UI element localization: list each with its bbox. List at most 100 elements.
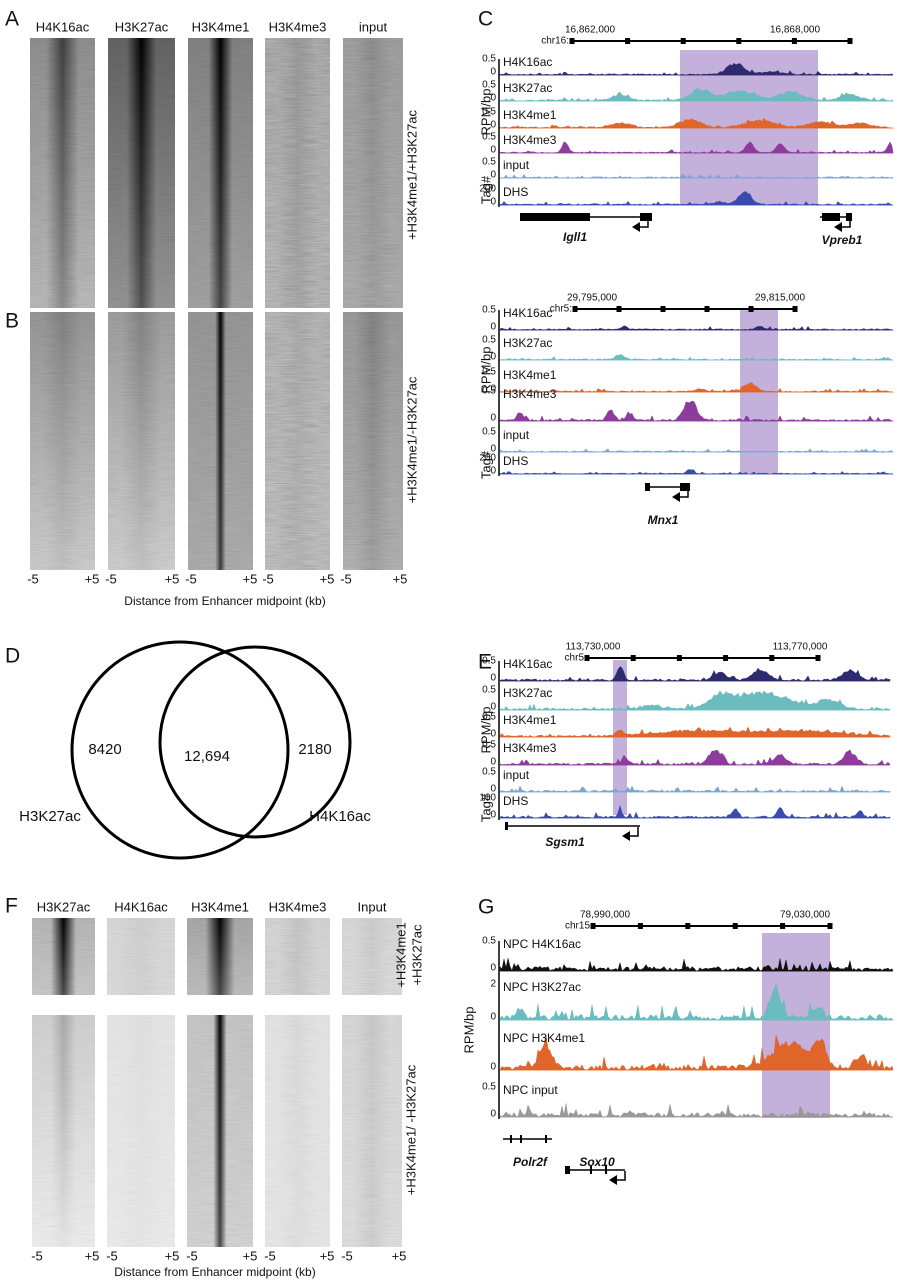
- ruler-tick: [572, 306, 578, 312]
- signal-track: [499, 785, 891, 793]
- tss-arrow: [630, 827, 639, 837]
- scale-min: 0: [490, 673, 496, 684]
- ruler-tick: [736, 38, 742, 44]
- axis-label: Distance from Enhancer midpoint (kb): [124, 594, 325, 608]
- chrom-label: chr15: [565, 921, 590, 932]
- signal-track: [499, 448, 894, 453]
- scale-min: 0: [490, 810, 496, 821]
- scale-max: 0.5: [482, 367, 496, 378]
- signal-track: [499, 469, 894, 475]
- row-label: +H3K4me1/-H3K27ac: [404, 376, 419, 503]
- gene-name: Igll1: [563, 230, 587, 244]
- ruler-tick: [616, 306, 622, 312]
- heatmap-noise: [342, 918, 402, 995]
- tss-arrow: [640, 218, 649, 228]
- arrow-head: [672, 492, 680, 502]
- ruler-tick: [847, 38, 853, 44]
- heatmap-noise: [265, 38, 330, 308]
- arrow-head: [834, 222, 842, 232]
- scale-max: 0.5: [482, 936, 496, 947]
- coord-label: 113,770,000: [773, 642, 828, 653]
- track-name: H3K4me1: [503, 713, 557, 727]
- scale-max: 200: [479, 184, 496, 195]
- y-axis-label: Tag#: [478, 175, 493, 204]
- tick-label: -5: [341, 1248, 353, 1263]
- column-label: H3K4me3: [269, 899, 327, 914]
- scale-max: 0.5: [482, 386, 496, 397]
- exon: [520, 1135, 522, 1143]
- tick-label: +5: [243, 1248, 258, 1263]
- highlight-region: [762, 933, 830, 1118]
- tick-label: +5: [165, 1248, 180, 1263]
- ruler-tick: [723, 655, 729, 661]
- signal-track: [499, 666, 891, 682]
- venn-set-label: H3K27ac: [19, 808, 81, 825]
- ruler-tick: [748, 306, 754, 312]
- tss-arrow: [680, 488, 689, 498]
- ruler-tick: [584, 655, 590, 661]
- exon: [545, 1135, 547, 1143]
- scale-max: 100: [479, 793, 496, 804]
- row-label: +H3K4me1: [393, 922, 408, 987]
- exon: [505, 822, 508, 830]
- track-name: NPC input: [503, 1083, 558, 1097]
- track-name: H3K4me3: [503, 387, 557, 401]
- track-name: input: [503, 158, 530, 172]
- venn-count: 2180: [298, 741, 331, 758]
- venn-count: 8420: [88, 741, 121, 758]
- gene-name: Sox10: [579, 1155, 615, 1169]
- exon: [822, 213, 840, 221]
- heatmap-noise: [343, 38, 403, 308]
- scale-max: 0.5: [482, 427, 496, 438]
- column-label: H3K27ac: [115, 19, 169, 34]
- row-label: +H3K4me1/+H3K27ac: [404, 109, 419, 240]
- panel-letter: F: [5, 895, 18, 918]
- exon: [520, 213, 590, 221]
- scale-max: 0.5: [482, 157, 496, 168]
- scale-max: 0.5: [482, 767, 496, 778]
- signal-track: [499, 62, 894, 76]
- coord-label: 29,795,000: [567, 293, 617, 304]
- signal-track: [499, 400, 893, 422]
- track-name: H3K4me3: [503, 133, 557, 147]
- ruler-tick: [791, 38, 797, 44]
- heatmap-noise: [32, 918, 95, 995]
- signal-track: [499, 690, 891, 711]
- scale-min: 0: [490, 1062, 496, 1073]
- column-label: H4K16ac: [36, 19, 90, 34]
- panel-letter: G: [478, 896, 494, 919]
- heatmap-noise: [342, 1015, 402, 1247]
- y-axis-label: RPM/bp: [461, 1007, 476, 1054]
- exon: [846, 213, 852, 221]
- ruler-tick: [625, 38, 631, 44]
- heatmap-noise: [30, 38, 95, 308]
- heatmap-noise: [108, 312, 175, 570]
- tick-label: +5: [85, 1248, 100, 1263]
- signal-track: [499, 749, 891, 766]
- column-label: H3K4me3: [269, 19, 327, 34]
- heatmap-noise: [265, 1015, 330, 1247]
- scale-min: 0: [490, 352, 496, 363]
- gene-name: Sgsm1: [545, 835, 585, 849]
- venn-count: 12,694: [184, 748, 230, 765]
- track-name: input: [503, 428, 530, 442]
- arrow-head: [622, 831, 630, 841]
- signal-track: [499, 87, 894, 102]
- tick-label: +5: [243, 571, 258, 586]
- signal-track: [499, 1034, 894, 1071]
- track-name: DHS: [503, 794, 528, 808]
- exon: [605, 1166, 607, 1174]
- track-name: H3K4me3: [503, 741, 557, 755]
- y-axis-label: RPM/bp: [478, 347, 493, 394]
- gene-name: Polr2f: [513, 1155, 548, 1169]
- scale-min: 0: [490, 466, 496, 477]
- signal-track: [499, 958, 894, 972]
- tss-arrow: [842, 218, 851, 228]
- scale-max: 200: [479, 453, 496, 464]
- track-name: H4K16ac: [503, 657, 552, 671]
- ruler-tick: [630, 655, 636, 661]
- y-axis-label: RPM/bp: [478, 707, 493, 754]
- heatmap-noise: [187, 1015, 253, 1247]
- scale-max: 0.5: [482, 1082, 496, 1093]
- ruler-tick: [685, 923, 691, 929]
